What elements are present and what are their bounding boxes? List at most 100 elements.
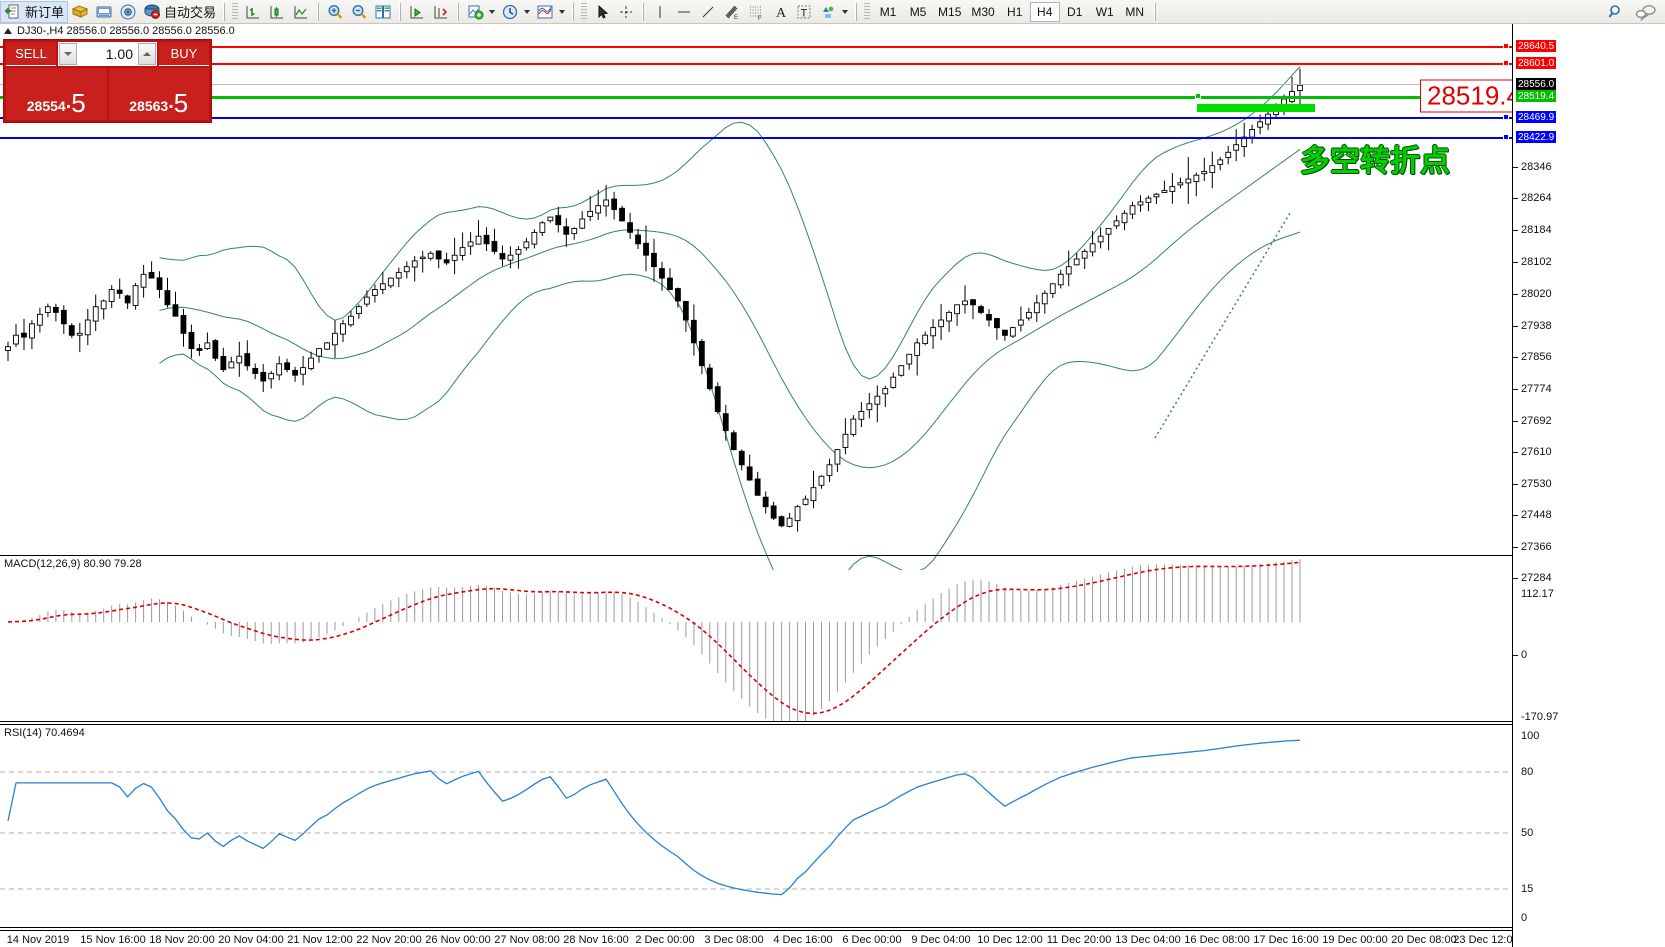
time-label-4: 21 Nov 12:00 bbox=[287, 934, 353, 946]
price-tag-28519[interactable]: 28519.4 bbox=[1420, 79, 1528, 113]
equidistant-channel-button[interactable]: E bbox=[720, 1, 744, 23]
buy-price-integer: 28563 bbox=[129, 98, 169, 114]
sell-price-integer: 28554 bbox=[26, 98, 66, 114]
period-caret-icon[interactable] bbox=[524, 9, 531, 14]
timeframe-h1[interactable]: H1 bbox=[1000, 2, 1030, 22]
volume-field[interactable]: 1.00 bbox=[58, 42, 157, 66]
support-handle-28422[interactable] bbox=[1503, 134, 1509, 140]
sell-button[interactable]: SELL bbox=[6, 42, 56, 66]
rsi-pane[interactable] bbox=[0, 726, 1512, 930]
candle-bearish bbox=[762, 496, 769, 508]
timeframe-m1[interactable]: M1 bbox=[873, 2, 903, 22]
shapes-button[interactable] bbox=[816, 1, 851, 23]
macd-pane[interactable] bbox=[0, 557, 1512, 721]
candle-bearish bbox=[60, 309, 67, 325]
buy-price-dot: . bbox=[168, 91, 174, 113]
zoom-out-button[interactable] bbox=[347, 1, 371, 23]
shapes-caret-icon[interactable] bbox=[842, 9, 849, 14]
templates-caret-icon[interactable] bbox=[559, 9, 566, 14]
buy-button[interactable]: BUY bbox=[159, 42, 209, 66]
toolbar-separator-7 bbox=[855, 2, 858, 21]
time-axis[interactable]: 14 Nov 2019 15 Nov 16:00 18 Nov 20:00 20… bbox=[0, 930, 1519, 947]
support-handle-28469[interactable] bbox=[1503, 114, 1509, 120]
auto-scroll-button[interactable] bbox=[429, 1, 453, 23]
timeframe-d1[interactable]: D1 bbox=[1060, 2, 1090, 22]
candle-bearish bbox=[435, 250, 442, 260]
timeframe-m15[interactable]: M15 bbox=[933, 2, 966, 22]
volume-increment-button[interactable] bbox=[138, 43, 156, 65]
toolbar-grip-3[interactable] bbox=[864, 2, 871, 21]
bollinger-bands bbox=[159, 66, 1301, 570]
label-icon: T bbox=[795, 3, 813, 21]
chart-window[interactable]: DJ30-,H4 28556.0 28556.0 28556.0 28556.0… bbox=[0, 24, 1665, 947]
label-button[interactable]: T bbox=[792, 1, 816, 23]
toolbar-grip-2[interactable] bbox=[581, 2, 588, 21]
candle-bullish bbox=[1089, 243, 1096, 253]
crosshair-button[interactable] bbox=[614, 1, 638, 23]
price-scale[interactable]: 28640.5 28601.0 28556.0 28519.4 28469.9 … bbox=[1512, 24, 1665, 947]
auto-scroll-icon bbox=[432, 3, 450, 21]
candle-bullish bbox=[1145, 197, 1152, 203]
candlestick-chart-button[interactable] bbox=[265, 1, 289, 23]
resistance-handle-28640[interactable] bbox=[1503, 43, 1509, 49]
candlestick-chart-icon bbox=[268, 3, 286, 21]
candle-bullish bbox=[1161, 189, 1168, 193]
candle-bearish bbox=[52, 306, 59, 313]
terminal-button[interactable] bbox=[92, 1, 116, 23]
buy-price-display[interactable]: 28563 . 5 bbox=[108, 68, 209, 120]
templates-button[interactable] bbox=[533, 1, 568, 23]
candle-bullish bbox=[36, 313, 43, 326]
timeframe-mn[interactable]: MN bbox=[1120, 2, 1150, 22]
support-line-28469[interactable] bbox=[0, 117, 1512, 119]
sell-price-display[interactable]: 28554 . 5 bbox=[6, 68, 107, 120]
price-tick-28346: 28346 bbox=[1521, 161, 1552, 173]
data-folder-button[interactable] bbox=[68, 1, 92, 23]
timeframe-w1[interactable]: W1 bbox=[1090, 2, 1120, 22]
fibonacci-button[interactable]: F bbox=[744, 1, 768, 23]
toolbar-grip[interactable] bbox=[232, 2, 239, 21]
chart-annotation-text[interactable]: 多空转折点 bbox=[1300, 144, 1450, 179]
text-button[interactable]: A bbox=[768, 1, 792, 23]
period-button[interactable] bbox=[498, 1, 533, 23]
resistance-line-28640[interactable] bbox=[0, 46, 1512, 48]
line-chart-button[interactable] bbox=[289, 1, 313, 23]
candle-bearish bbox=[499, 252, 506, 260]
support-line-28422[interactable] bbox=[0, 137, 1512, 139]
one-click-trading-panel[interactable]: SELL 1.00 BUY 28554 . 5 28563 . 5 bbox=[3, 39, 212, 123]
bar-chart-button[interactable] bbox=[241, 1, 265, 23]
zoom-in-button[interactable] bbox=[323, 1, 347, 23]
search-icon[interactable] bbox=[1607, 3, 1625, 21]
timeframe-m5[interactable]: M5 bbox=[903, 2, 933, 22]
indicators-button[interactable] bbox=[463, 1, 498, 23]
navigator-button[interactable] bbox=[116, 1, 140, 23]
pivot-handle-left[interactable] bbox=[1195, 93, 1201, 99]
time-label-11: 4 Dec 16:00 bbox=[773, 934, 833, 946]
candle-bullish bbox=[29, 323, 35, 339]
price-pane[interactable] bbox=[0, 38, 1512, 570]
indicators-caret-icon[interactable] bbox=[489, 9, 496, 14]
collapse-triangle-icon[interactable] bbox=[4, 28, 12, 34]
macd-tick-min: -170.97 bbox=[1521, 711, 1559, 723]
chat-icon[interactable] bbox=[1635, 3, 1656, 21]
trendline-button[interactable] bbox=[696, 1, 720, 23]
svg-text:T: T bbox=[801, 7, 808, 19]
cursor-button[interactable] bbox=[590, 1, 614, 23]
candle-bearish bbox=[722, 413, 729, 431]
bollinger-middle bbox=[159, 148, 1301, 469]
volume-decrement-button[interactable] bbox=[59, 43, 77, 65]
tile-windows-button[interactable] bbox=[371, 1, 395, 23]
shift-end-button[interactable] bbox=[405, 1, 429, 23]
candle-bearish bbox=[196, 348, 203, 351]
new-order-button[interactable]: 新订单 bbox=[0, 0, 69, 23]
trend-guide-line[interactable] bbox=[1154, 212, 1291, 439]
pivot-line-28519[interactable] bbox=[0, 96, 1512, 99]
fibo-icon: F bbox=[747, 3, 765, 21]
horizontal-line-button[interactable] bbox=[672, 1, 696, 23]
timeframe-m30[interactable]: M30 bbox=[966, 2, 999, 22]
autotrading-button[interactable]: 自动交易 bbox=[140, 1, 219, 23]
volume-value[interactable]: 1.00 bbox=[105, 46, 133, 62]
resistance-line-28601[interactable] bbox=[0, 63, 1512, 65]
resistance-handle-28601[interactable] bbox=[1503, 60, 1509, 66]
timeframe-h4[interactable]: H4 bbox=[1029, 1, 1060, 22]
vertical-line-button[interactable] bbox=[648, 1, 672, 23]
